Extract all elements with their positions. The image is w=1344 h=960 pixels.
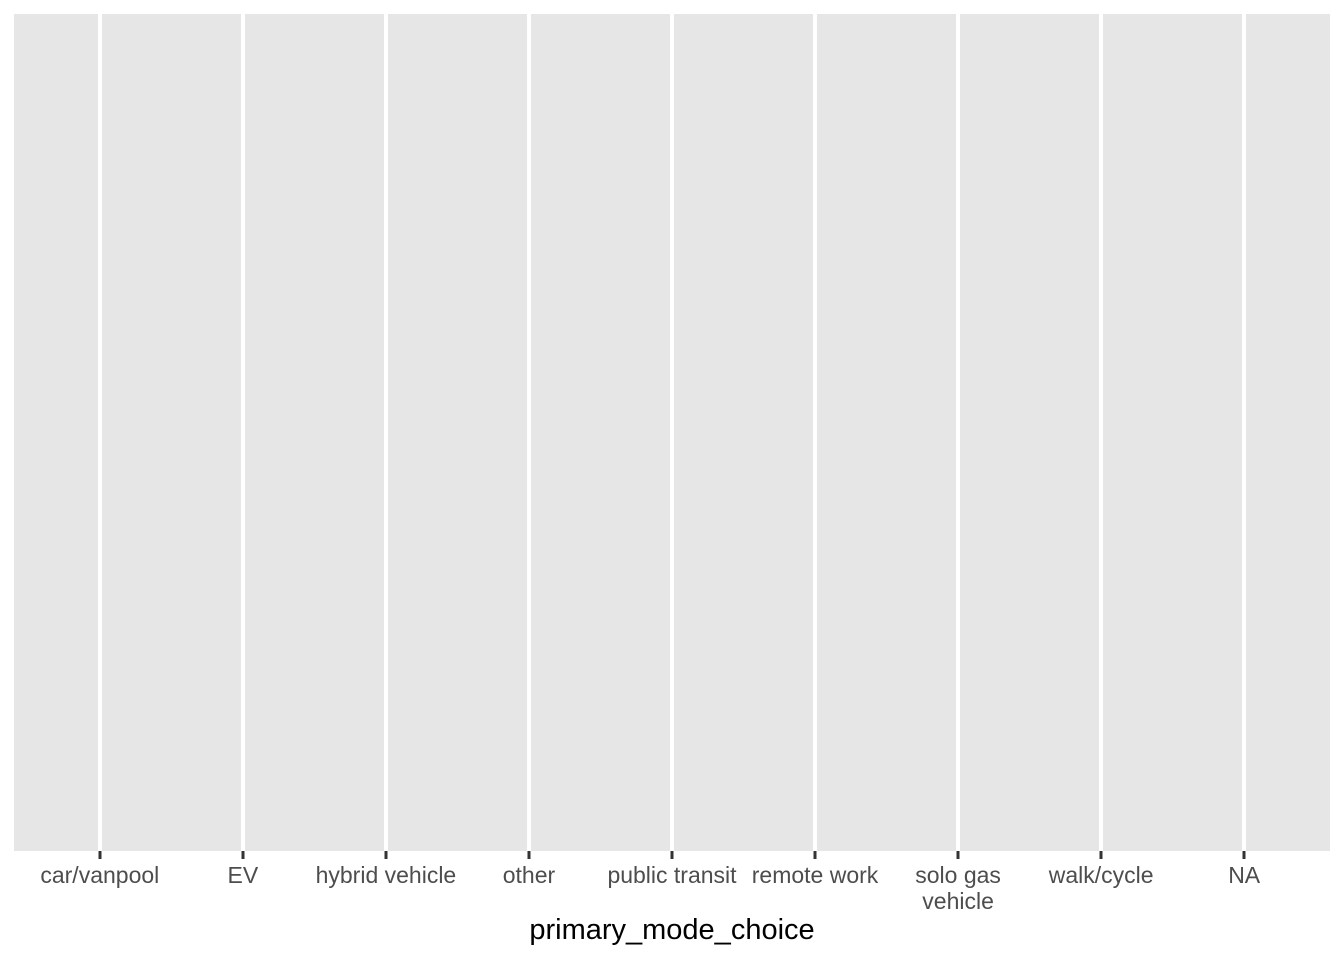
major-gridline — [670, 14, 674, 851]
major-gridline — [240, 14, 245, 851]
x-axis: car/vanpool EV hybrid vehicle other public t… — [14, 851, 1330, 921]
x-axis-tick — [1242, 851, 1246, 859]
x-axis-tick — [98, 851, 102, 859]
x-axis-title: primary_mode_choice — [529, 914, 815, 946]
x-axis-tick — [527, 851, 531, 859]
x-axis-tick-label: car/vanpool — [40, 862, 160, 888]
major-gridline — [956, 14, 961, 851]
x-axis-tick-label: solo gas vehicle — [915, 862, 1001, 914]
plot-panel — [14, 14, 1330, 851]
x-axis-tick — [670, 851, 674, 859]
major-gridline — [813, 14, 818, 851]
x-axis-tick — [384, 851, 388, 859]
major-gridline — [1242, 14, 1247, 851]
x-axis-tick-label: hybrid vehicle — [315, 862, 457, 888]
major-gridline — [97, 14, 102, 851]
major-gridline — [383, 14, 388, 851]
x-axis-tick — [1099, 851, 1103, 859]
x-axis-tick — [813, 851, 817, 859]
x-axis-tick-label: other — [502, 862, 556, 888]
x-axis-tick — [956, 851, 960, 859]
x-axis-tick-label: NA — [1228, 862, 1261, 888]
major-gridline — [1099, 14, 1104, 851]
x-axis-tick-label: remote work — [751, 862, 879, 888]
x-axis-tick — [241, 851, 245, 859]
x-axis-tick-label: walk/cycle — [1048, 862, 1154, 888]
x-axis-tick-label: EV — [227, 862, 259, 888]
x-axis-tick-label: public transit — [607, 862, 737, 888]
major-gridline — [526, 14, 531, 851]
